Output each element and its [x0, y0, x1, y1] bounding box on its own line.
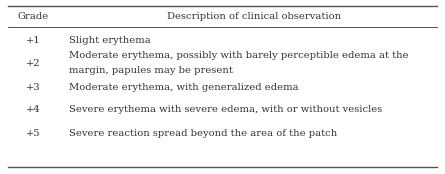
Text: Moderate erythema, with generalized edema: Moderate erythema, with generalized edem… — [69, 82, 299, 92]
Text: +4: +4 — [26, 105, 41, 114]
Text: +2: +2 — [26, 59, 40, 68]
Text: Severe erythema with severe edema, with or without vesicles: Severe erythema with severe edema, with … — [69, 105, 382, 114]
Text: Severe reaction spread beyond the area of the patch: Severe reaction spread beyond the area o… — [69, 129, 337, 138]
Text: Description of clinical observation: Description of clinical observation — [166, 12, 341, 21]
Text: +5: +5 — [26, 129, 40, 138]
Text: Slight erythema: Slight erythema — [69, 36, 151, 45]
Text: Grade: Grade — [18, 12, 49, 21]
Text: +3: +3 — [26, 82, 40, 92]
Text: margin, papules may be present: margin, papules may be present — [69, 66, 233, 75]
Text: +1: +1 — [26, 36, 41, 45]
Text: Moderate erythema, possibly with barely perceptible edema at the: Moderate erythema, possibly with barely … — [69, 51, 409, 60]
